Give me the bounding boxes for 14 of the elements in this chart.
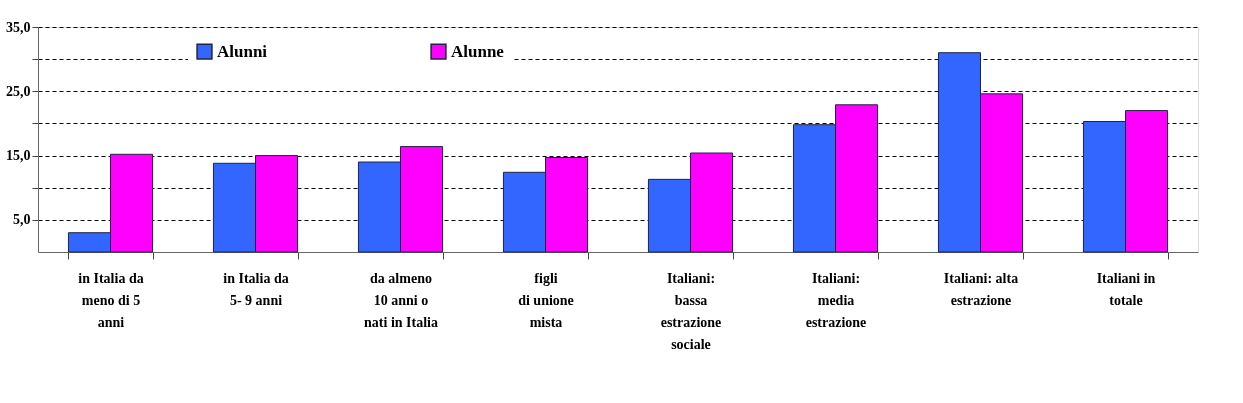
- y-tick-label: 35,0: [6, 19, 31, 35]
- x-tick-label: in Italia da 5- 9 anni: [223, 270, 289, 308]
- legend-label: Alunne: [451, 41, 505, 61]
- x-tick-label: in Italia da meno di 5 anni: [78, 270, 144, 330]
- x-tick-label: Italiani: bassa estrazione sociale: [660, 270, 722, 352]
- legend-label: Alunni: [217, 41, 268, 61]
- x-tick-label: figli di unione mista: [518, 270, 574, 330]
- x-tick-label: da almeno 10 anni o nati in Italia: [364, 270, 438, 330]
- x-tick-label: Italiani: alta estrazione: [943, 270, 1019, 308]
- y-tick-label: 25,0: [6, 83, 31, 99]
- x-tick-label: Italiani: media estrazione: [805, 270, 867, 330]
- y-tick-label: 15,0: [6, 148, 31, 164]
- x-tick-label: Italiani in totale: [1096, 270, 1156, 308]
- y-tick-label: 5,0: [13, 212, 31, 228]
